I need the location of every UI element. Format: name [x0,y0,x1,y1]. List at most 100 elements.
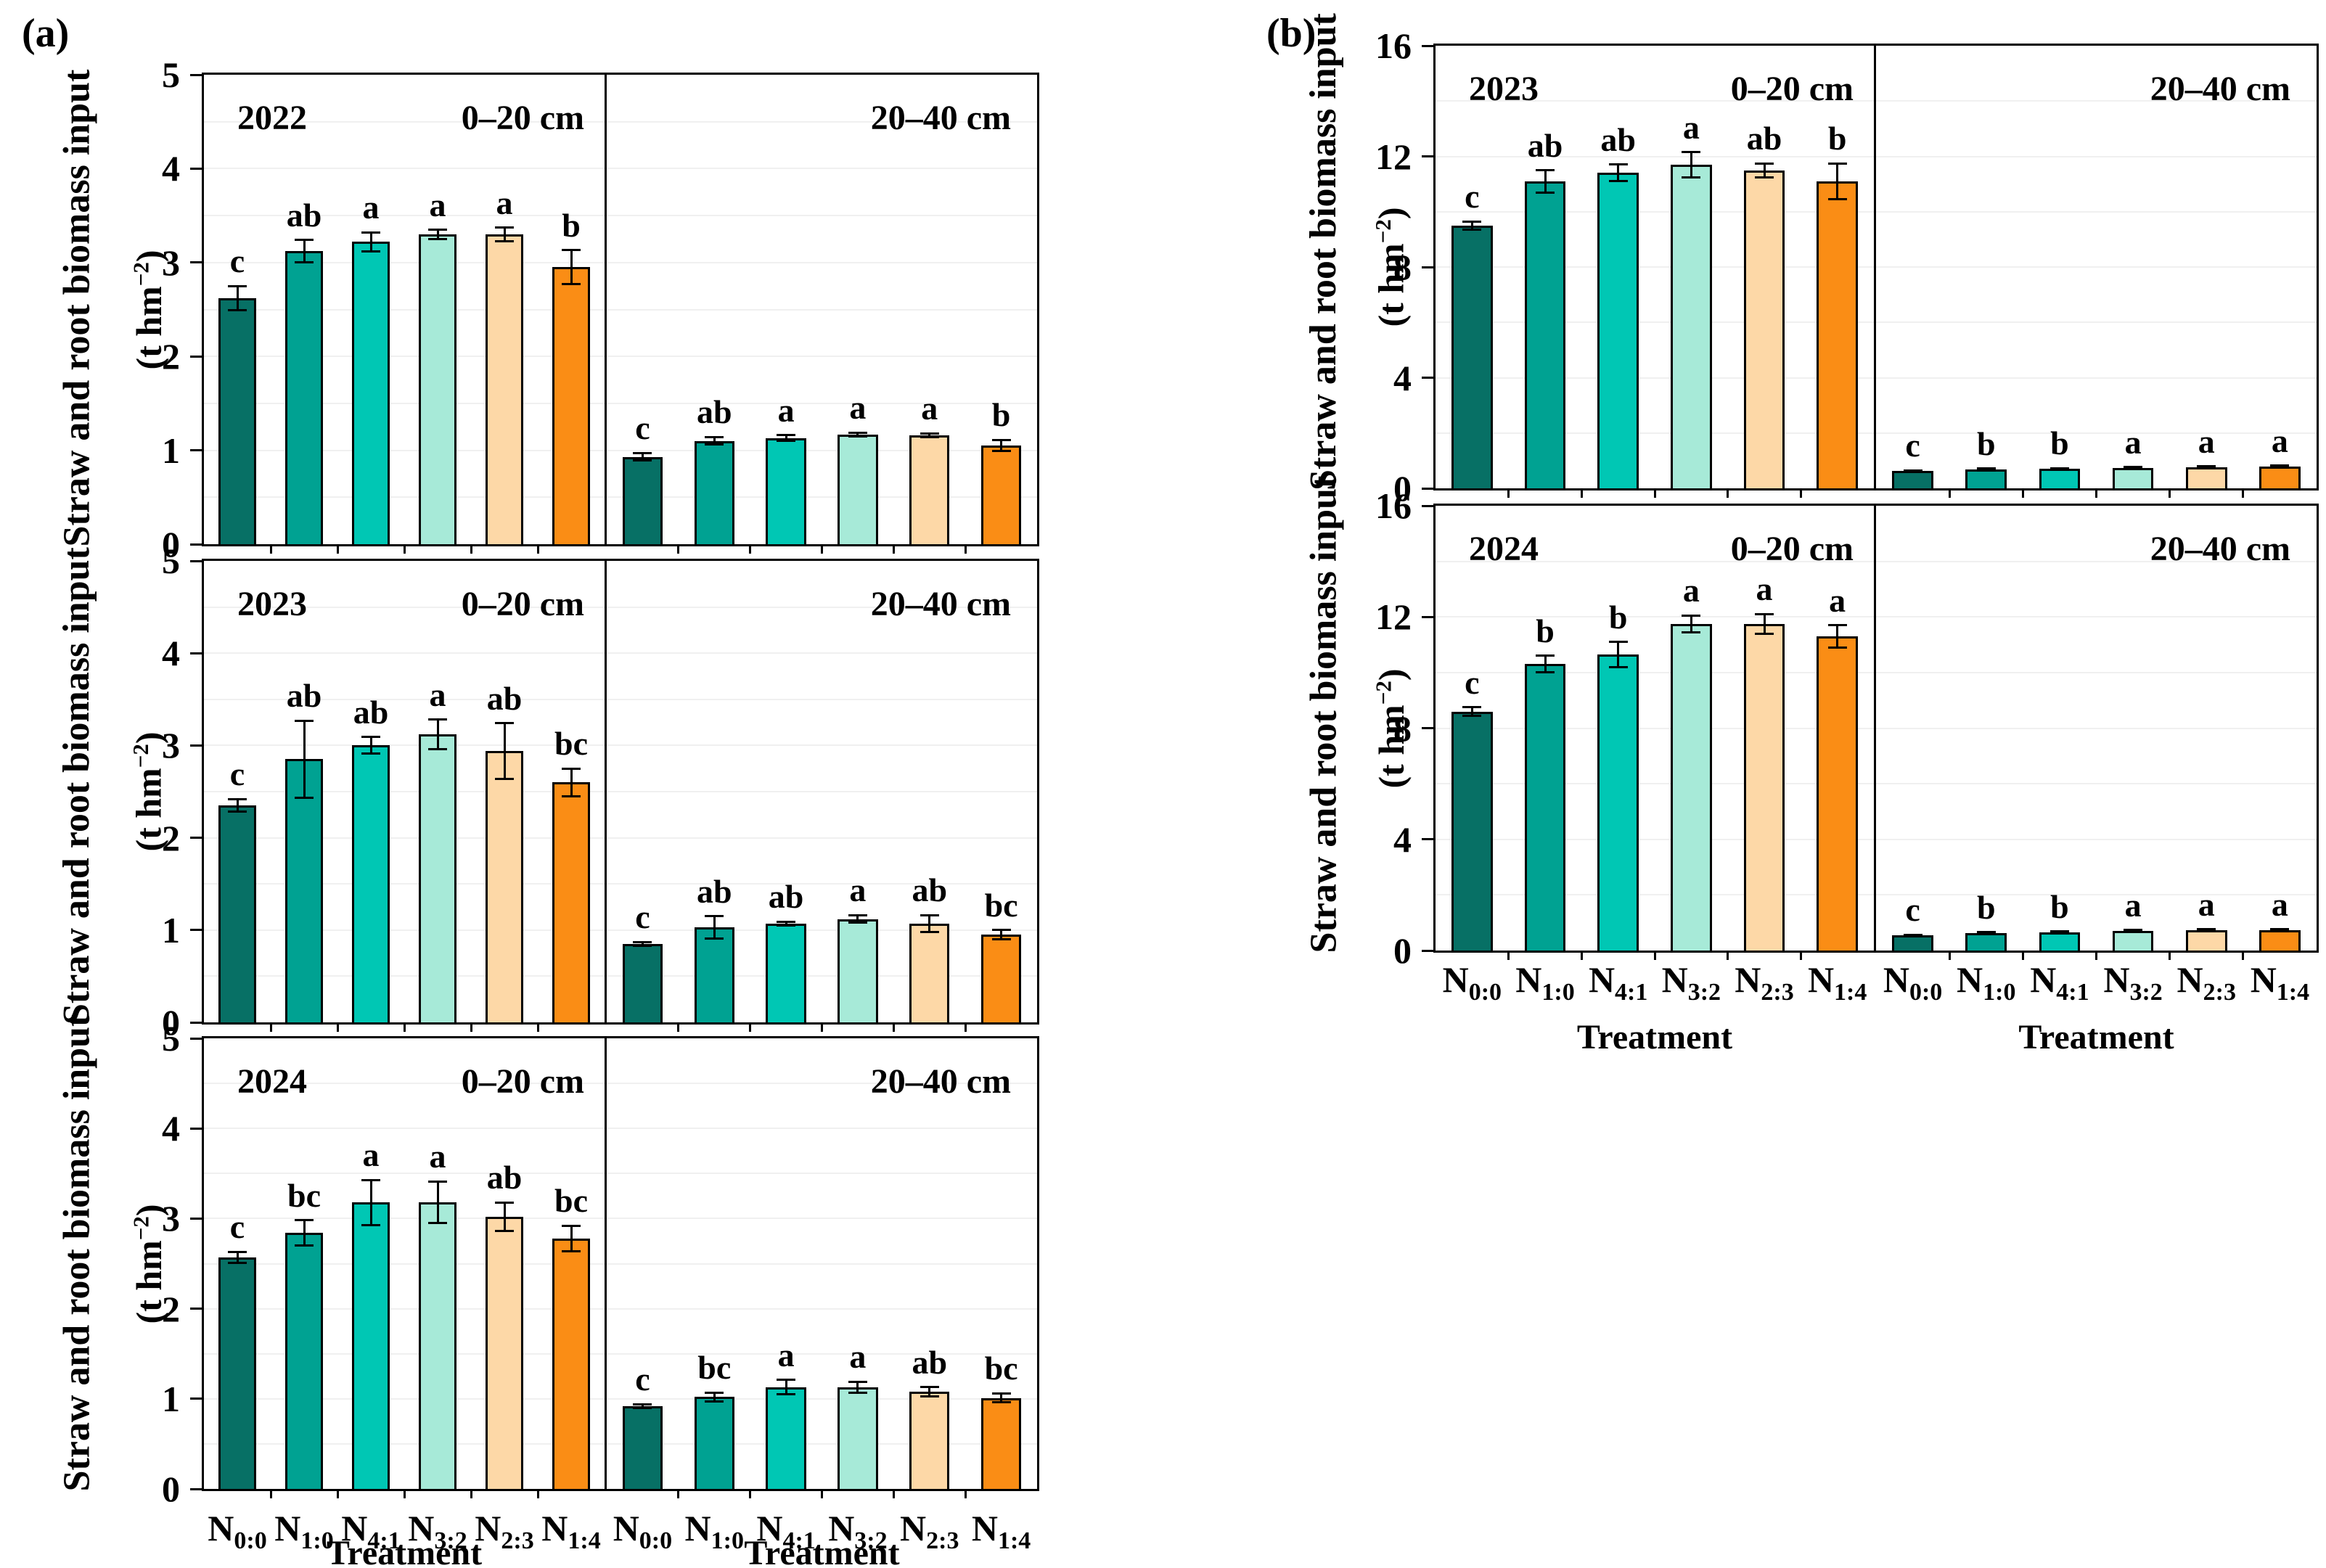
bar [622,456,663,544]
x-tick-label: N1:0 [1491,958,1600,1014]
depth-label: 0–20 cm [461,585,584,623]
gridline [607,308,1037,311]
sig-letter: bc [984,886,1018,924]
sig-letter: a [777,1336,795,1374]
gridline [1876,727,2317,729]
sig-letter: a [496,184,513,221]
bar [2185,467,2227,488]
x-axis-title: Treatment [744,1534,900,1568]
error-bar-cap [2124,930,2143,933]
panel-b-2023-0-20cm: 2023 0–20 cm c ab ab a ab b [1433,44,1876,490]
panel-b-label: (b) [1266,11,1316,56]
sig-letter: c [1905,891,1920,929]
error-bar-cap [1903,471,1922,474]
gridline [607,215,1037,217]
treatment-ratio: 2:3 [2203,979,2236,1006]
gridline [204,606,605,608]
y-tick [190,1021,202,1024]
x-tick [964,545,967,554]
x-tick-label: N3:2 [1637,958,1745,1014]
error-bar-cap [1976,469,1996,472]
y-axis-title: Straw and root biomass input [56,69,97,546]
error-bar-cap [1682,176,1701,178]
error-bar-cap [1682,151,1701,154]
error-bar-cap [562,249,581,252]
sig-letter: b [562,206,581,244]
error-bar-cap [228,284,247,287]
x-tick [1799,489,1802,498]
y-tick [190,167,202,170]
bar [1451,225,1493,488]
sig-letter: b [2050,424,2069,462]
x-tick [1948,951,1951,960]
bar [980,446,1022,544]
error-bar-cap [777,1379,796,1382]
sig-letter: b [1608,598,1628,636]
x-tick [470,545,472,554]
bar [218,297,256,544]
bar [622,1405,663,1489]
error-bar-line [1617,164,1620,181]
x-tick [749,545,752,554]
x-tick [336,1490,339,1498]
error-bar-cap [228,309,247,312]
gridline [1876,100,2317,102]
error-bar-cap [495,1201,514,1204]
error-bar-cap [1827,162,1847,165]
error-bar-line [369,232,372,252]
year-label: 2023 [237,585,307,623]
error-bar-cap [2124,467,2143,470]
error-bar-cap [428,1222,447,1225]
gridline [1876,783,2317,785]
error-bar-cap [361,1178,380,1181]
bar [486,234,523,544]
bar [1451,711,1493,951]
error-bar-cap [1976,467,1996,470]
y-tick-label: 1 [162,909,180,951]
sig-letter: a [849,389,867,427]
gridline [204,168,605,170]
gridline [1436,616,1874,618]
treatment-ratio: 1:0 [711,1527,744,1554]
error-bar-cap [633,1406,652,1409]
gridline [1436,100,1874,102]
gridline [204,356,605,358]
gridline [607,1352,1037,1355]
depth-label: 20–40 cm [2150,530,2290,568]
error-bar-cap [495,239,514,242]
error-bar-line [1470,221,1473,230]
x-tick [821,545,823,554]
gridline [204,1352,605,1355]
error-bar-cap [1462,706,1482,709]
x-tick [1580,489,1583,498]
gridline [607,975,1037,977]
gridline [204,1308,605,1310]
error-bar-line [503,1202,506,1231]
bar [1524,181,1566,488]
x-tick [892,1023,895,1032]
gridline [607,120,1037,123]
sig-letter: ab [1746,120,1782,157]
y-tick [1422,504,1433,507]
y-tick-label: 4 [1393,818,1412,860]
x-tick-label: N2:3 [875,1506,984,1563]
treatment-symbol: N [341,1508,368,1548]
panel-a-2022-0-20cm: 2022 0–20 cm c ab a a a b [202,73,607,546]
gridline [204,120,605,123]
gridline [204,1218,605,1220]
error-bar-cap [1608,163,1628,166]
error-bar-cap [1608,641,1628,644]
y-tick [190,837,202,840]
y-axis-unit-exponent: −2 [1370,680,1396,705]
error-bar-cap [495,722,514,725]
treatment-symbol: N [1661,959,1688,1000]
treatment-ratio: 3:2 [854,1527,888,1554]
error-bar-cap [848,921,867,924]
error-bar-cap [361,231,380,234]
treatment-symbol: N [408,1508,435,1548]
sig-letter: a [362,1136,380,1173]
error-bar-cap [991,938,1011,941]
error-bar-line [785,435,787,441]
error-bar-cap [991,1401,1011,1404]
x-tick [892,545,895,554]
